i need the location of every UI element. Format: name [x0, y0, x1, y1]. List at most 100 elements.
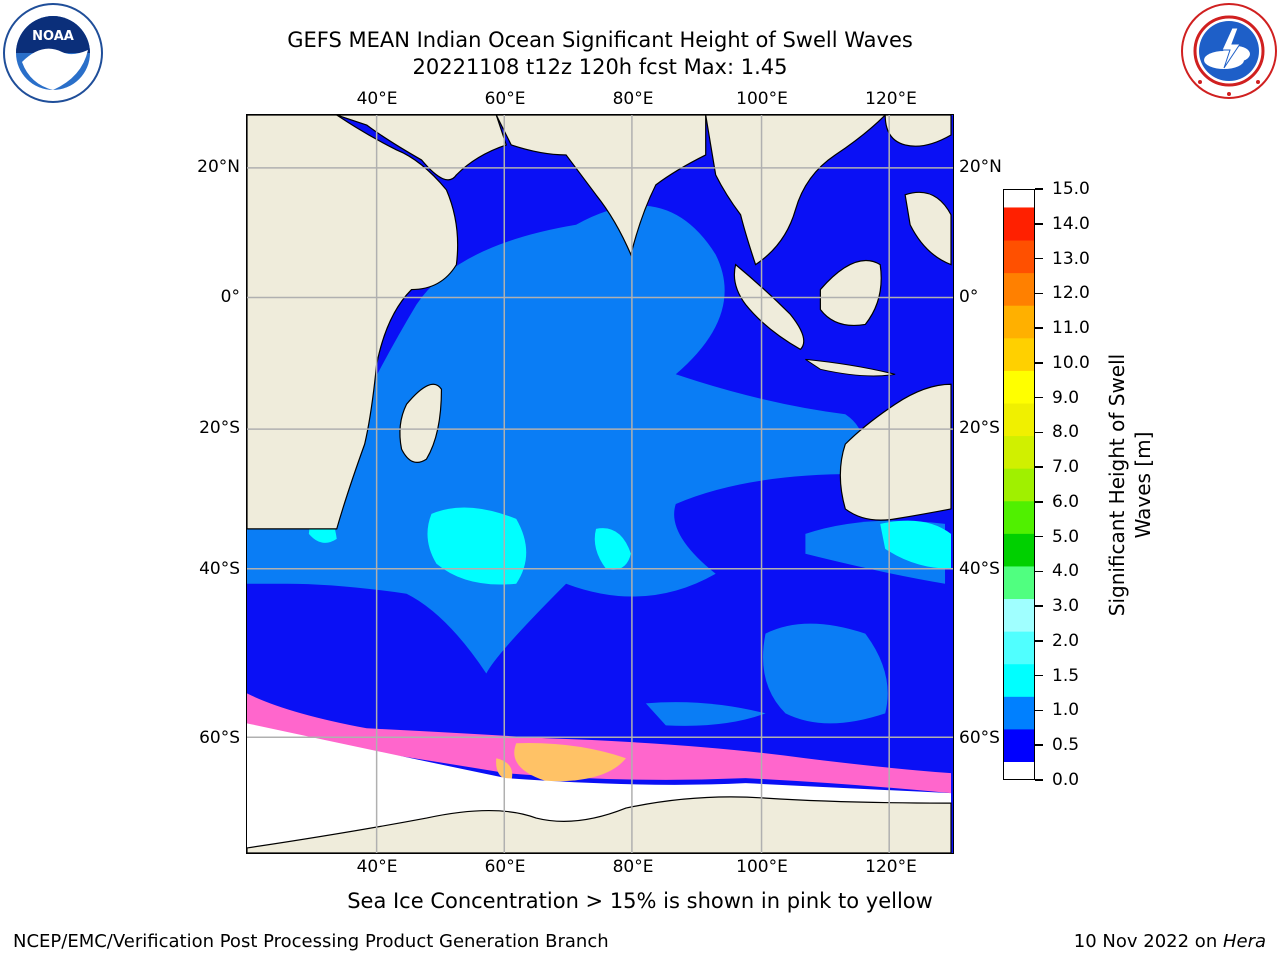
lon-label-top-40e: 40°E — [356, 89, 398, 109]
lat-label-right-20n: 20°N — [959, 157, 1002, 177]
colorbar-tick-mark — [1035, 327, 1043, 329]
lon-label-bottom-60e: 60°E — [484, 857, 526, 877]
colorbar-segment — [1004, 468, 1034, 502]
colorbar-tick-label: 12.0 — [1052, 283, 1090, 304]
lat-label-left-20n: 20°N — [197, 157, 240, 177]
sea-ice-caption: Sea Ice Concentration > 15% is shown in … — [347, 889, 933, 913]
colorbar-segment — [1004, 533, 1034, 567]
swell-zone-0_5-1-south — [763, 623, 888, 724]
lon-label-top-100e: 100°E — [736, 89, 788, 109]
colorbar-segment — [1004, 598, 1034, 632]
lon-label-bottom-100e: 100°E — [736, 857, 788, 877]
india-land — [495, 115, 707, 257]
nws-logo-icon — [1181, 3, 1277, 99]
colorbar-tick-mark — [1035, 640, 1043, 642]
arabia-land — [336, 115, 508, 181]
colorbar-tick-label: 1.5 — [1052, 665, 1080, 686]
colorbar-tick-mark — [1035, 605, 1043, 607]
colorbar-segment — [1004, 240, 1034, 274]
lon-label-top-60e: 60°E — [484, 89, 526, 109]
colorbar-tick-label: 1.0 — [1052, 700, 1080, 721]
colorbar-tick-label: 6.0 — [1052, 491, 1080, 512]
colorbar-segment — [1004, 500, 1034, 534]
lon-label-bottom-80e: 80°E — [612, 857, 654, 877]
noaa-logo-text: NOAA — [32, 29, 74, 44]
footer-date: 10 Nov 2022 on Hera — [1074, 931, 1266, 952]
chart-subtitle: 20221108 t12z 120h fcst Max: 1.45 — [412, 55, 788, 79]
colorbar-segment — [1004, 631, 1034, 665]
colorbar-tick-label: 11.0 — [1052, 318, 1090, 339]
colorbar-tick-mark — [1035, 257, 1043, 260]
colorbar-segment — [1004, 728, 1034, 762]
swell-zone-1-1_5 — [427, 507, 527, 585]
colorbar-label-line1: Significant Height of Swell — [1105, 353, 1129, 617]
lat-label-right-60s: 60°S — [959, 728, 1000, 748]
colorbar-segment — [1004, 663, 1034, 697]
colorbar-tick-label: 2.0 — [1052, 630, 1080, 651]
colorbar-tick-mark — [1035, 674, 1043, 677]
colorbar-tick-mark — [1035, 744, 1043, 746]
sea-ice-band — [247, 693, 952, 794]
lat-label-left-40s: 40°S — [199, 559, 240, 579]
footer-machine: Hera — [1222, 931, 1266, 952]
footer-date-text: 10 Nov 2022 on — [1073, 931, 1223, 952]
lat-label-left-20s: 20°S — [199, 418, 240, 438]
colorbar-tick-mark — [1035, 501, 1043, 503]
madagascar-land — [399, 383, 443, 463]
chart-title: GEFS MEAN Indian Ocean Significant Heigh… — [287, 28, 913, 52]
colorbar-tick-mark — [1035, 570, 1043, 573]
lat-label-right-20s: 20°S — [959, 418, 1000, 438]
lon-label-bottom-40e: 40°E — [356, 857, 398, 877]
colorbar-tick-label: 0.5 — [1052, 735, 1080, 756]
colorbar-tick-mark — [1035, 779, 1043, 781]
colorbar-tick-label: 10.0 — [1052, 352, 1090, 373]
colorbar-tick-mark — [1035, 396, 1043, 399]
colorbar-segment — [1004, 403, 1034, 437]
southeast-asia-land — [705, 115, 887, 266]
colorbar-tick-mark — [1035, 709, 1043, 712]
colorbar-tick-label: 5.0 — [1052, 526, 1080, 547]
colorbar — [1003, 189, 1035, 780]
colorbar-tick-label: 3.0 — [1052, 596, 1080, 617]
lat-label-left-60s: 60°S — [199, 728, 240, 748]
colorbar-tick-label: 14.0 — [1052, 213, 1090, 234]
colorbar-segment — [1004, 435, 1034, 469]
colorbar-tick-label: 4.0 — [1052, 561, 1080, 582]
colorbar-label-line2: Waves [m] — [1131, 431, 1155, 539]
colorbar-segment — [1004, 272, 1034, 306]
swell-zone-0_5-1 — [247, 205, 864, 674]
colorbar-tick-mark — [1035, 535, 1043, 538]
antarctica-land — [247, 796, 952, 853]
lon-label-top-80e: 80°E — [612, 89, 654, 109]
colorbar-tick-mark — [1035, 188, 1043, 190]
lat-label-right-40s: 40°S — [959, 559, 1000, 579]
swell-height-map — [246, 114, 954, 854]
colorbar-segment — [1004, 370, 1034, 404]
lon-label-top-120e: 120°E — [865, 89, 917, 109]
colorbar-segment — [1004, 207, 1034, 241]
colorbar-segment — [1004, 565, 1034, 600]
africa-land — [247, 115, 459, 530]
australia-land — [839, 383, 952, 521]
colorbar-tick-mark — [1035, 292, 1043, 295]
graticule — [247, 115, 953, 853]
lat-label-right-0: 0° — [959, 287, 979, 307]
colorbar-tick-label: 0.0 — [1052, 770, 1080, 790]
colorbar-tick-mark — [1035, 466, 1043, 468]
colorbar-tick-mark — [1035, 431, 1043, 434]
colorbar-label: Significant Height of Swell Waves [m] — [1104, 285, 1156, 685]
colorbar-tick-label: 8.0 — [1052, 422, 1080, 443]
colorbar-tick-label: 15.0 — [1052, 179, 1090, 199]
colorbar-tick-mark — [1035, 223, 1043, 225]
colorbar-segment — [1004, 696, 1034, 730]
lat-label-left-0: 0° — [220, 287, 240, 307]
colorbar-tick-label: 13.0 — [1052, 248, 1090, 269]
colorbar-tick-mark — [1035, 362, 1043, 364]
lon-label-bottom-120e: 120°E — [865, 857, 917, 877]
noaa-logo-icon: NOAA — [3, 3, 103, 103]
colorbar-segment — [1004, 337, 1034, 371]
colorbar-tick-label: 7.0 — [1052, 457, 1080, 478]
colorbar-tick-label: 9.0 — [1052, 387, 1080, 408]
footer-branch: NCEP/EMC/Verification Post Processing Pr… — [13, 931, 609, 952]
colorbar-segment — [1004, 305, 1034, 339]
